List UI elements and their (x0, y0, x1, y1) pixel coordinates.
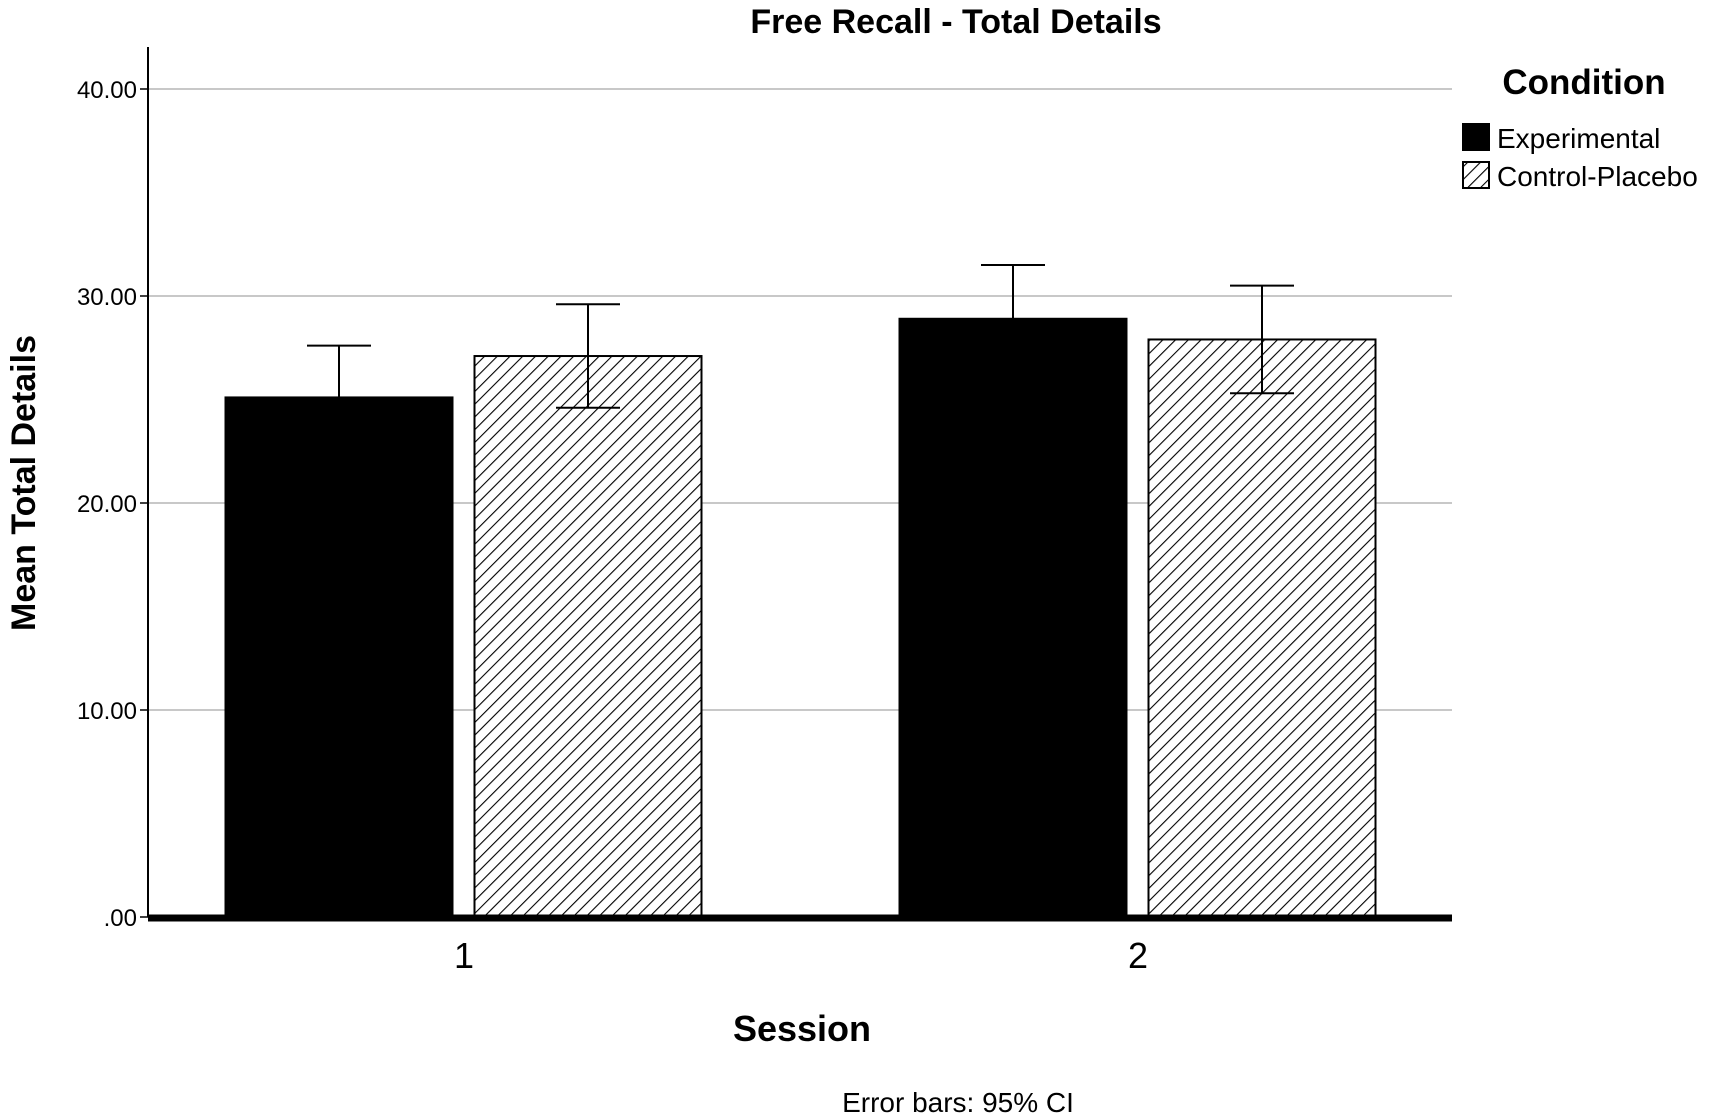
x-tick-label: 2 (1128, 935, 1148, 976)
bar-experimental-session-2 (898, 317, 1128, 918)
x-axis-label: Session (733, 1008, 871, 1049)
bar-control-placebo-session-2 (1147, 338, 1377, 919)
y-tick-label: 20.00 (77, 491, 137, 518)
chart-title: Free Recall - Total Details (750, 3, 1161, 41)
bar-experimental-session-1 (224, 396, 454, 918)
error-bars-note: Error bars: 95% CI (842, 1087, 1074, 1118)
y-axis-label: Mean Total Details (5, 335, 43, 631)
legend-label: Control-Placebo (1497, 161, 1698, 192)
y-tick-label: 10.00 (77, 698, 137, 725)
y-tick-label: 30.00 (77, 284, 137, 311)
bar-control-placebo-session-1 (473, 355, 703, 918)
legend-swatch (1462, 161, 1490, 189)
legend: Experimental Control-Placebo (1462, 123, 1698, 192)
x-tick-label: 1 (454, 935, 474, 976)
legend-title: Condition (1502, 63, 1665, 102)
legend-swatch (1462, 123, 1490, 151)
y-tick-label: .00 (104, 905, 137, 932)
y-tick-label: 40.00 (77, 77, 137, 104)
legend-label: Experimental (1497, 123, 1660, 154)
